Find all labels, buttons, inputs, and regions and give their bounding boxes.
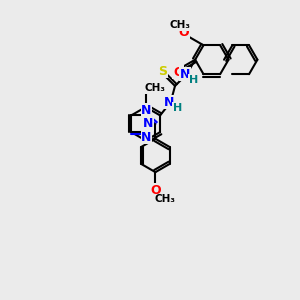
Text: H: H [173,103,182,113]
Text: N: N [164,96,174,109]
Text: O: O [173,66,184,79]
Text: N: N [180,68,190,81]
Text: H: H [189,75,198,85]
Text: O: O [150,184,161,197]
Text: O: O [179,26,189,38]
Text: CH₃: CH₃ [170,20,191,30]
Text: S: S [158,64,167,77]
Text: N: N [143,117,154,130]
Text: CH₃: CH₃ [145,83,166,93]
Text: N: N [141,104,152,117]
Text: CH₃: CH₃ [155,194,176,204]
Text: N: N [141,130,152,143]
